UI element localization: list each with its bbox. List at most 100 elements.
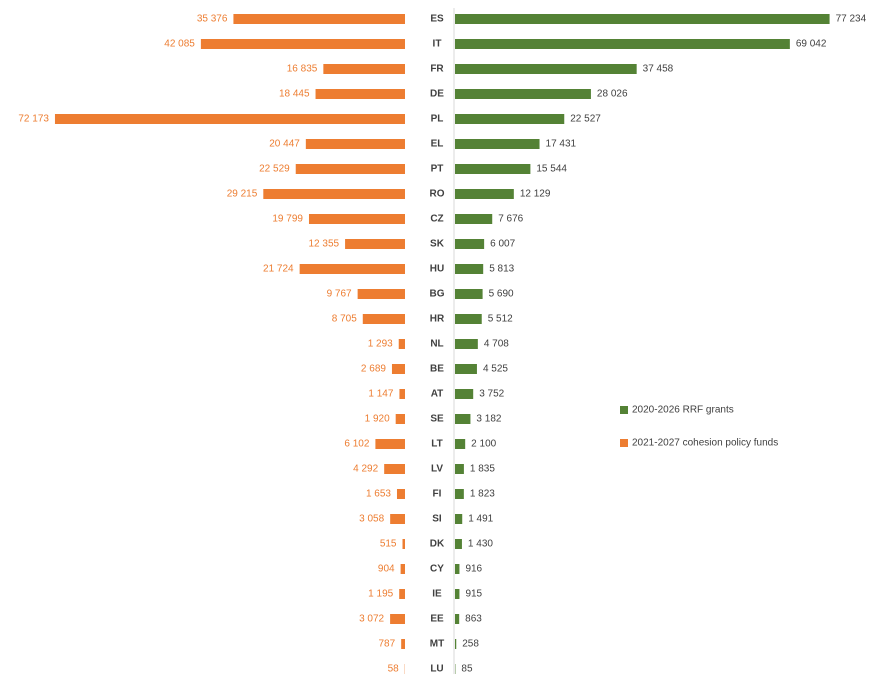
category-label: MT (430, 639, 444, 650)
bar (233, 14, 405, 24)
category-label: SK (430, 239, 445, 250)
category-label: CY (430, 564, 444, 575)
category-label: FR (430, 64, 444, 75)
category-label: SE (430, 414, 444, 425)
value-label: 4 525 (483, 364, 508, 375)
category-label: ES (430, 14, 444, 25)
bar (455, 514, 463, 524)
bar (400, 564, 405, 574)
category-label: IT (433, 39, 442, 50)
value-label: 29 215 (227, 189, 258, 200)
value-label: 915 (465, 589, 482, 600)
category-label: AT (431, 389, 444, 400)
value-label: 1 147 (368, 389, 393, 400)
legend-label: 2021-2027 cohesion policy funds (632, 438, 778, 449)
category-label: BG (430, 289, 445, 300)
value-label: 1 430 (468, 539, 493, 550)
bar (455, 539, 462, 549)
value-label: 72 173 (18, 114, 49, 125)
bar (455, 639, 457, 649)
value-label: 7 676 (498, 214, 523, 225)
bar (399, 589, 405, 599)
value-label: 5 690 (489, 289, 514, 300)
value-label: 3 752 (479, 389, 504, 400)
bar (323, 64, 405, 74)
bar (308, 214, 405, 224)
legend-swatch (620, 406, 628, 414)
value-label: 2 100 (471, 439, 496, 450)
value-label: 3 182 (476, 414, 501, 425)
bar (398, 339, 405, 349)
category-label: BE (430, 364, 444, 375)
bar (396, 489, 405, 499)
category-label: RO (430, 189, 445, 200)
value-label: 5 813 (489, 264, 514, 275)
category-label: DK (430, 539, 445, 550)
category-label: LU (430, 664, 443, 674)
bar (391, 364, 405, 374)
value-label: 12 355 (308, 239, 339, 250)
value-label: 20 447 (269, 139, 300, 150)
bar (455, 489, 464, 499)
value-label: 17 431 (546, 139, 577, 150)
bar (455, 264, 484, 274)
bar (390, 514, 405, 524)
bar (455, 289, 483, 299)
value-label: 77 234 (836, 14, 867, 25)
bar (295, 164, 405, 174)
category-label: IE (432, 589, 442, 600)
value-label: 1 835 (470, 464, 495, 475)
value-label: 1 823 (470, 489, 495, 500)
value-label: 18 445 (279, 89, 310, 100)
value-label: 1 293 (368, 339, 393, 350)
value-label: 15 544 (536, 164, 567, 175)
bar (401, 639, 405, 649)
value-label: 58 (388, 664, 400, 674)
value-label: 916 (465, 564, 482, 575)
category-label: CZ (430, 214, 443, 225)
bar (362, 314, 405, 324)
bar (455, 114, 565, 124)
bar (390, 614, 405, 624)
bar (402, 539, 405, 549)
value-label: 5 512 (488, 314, 513, 325)
value-label: 12 129 (520, 189, 551, 200)
bar (54, 114, 406, 124)
bar (395, 414, 405, 424)
bar (375, 439, 405, 449)
category-label: PL (431, 114, 444, 125)
bar (455, 589, 460, 599)
bar (299, 264, 405, 274)
value-label: 515 (380, 539, 397, 550)
value-label: 6 007 (490, 239, 515, 250)
bar (455, 439, 466, 449)
category-label: HU (430, 264, 444, 275)
category-label: LV (431, 464, 443, 475)
value-label: 22 529 (259, 164, 290, 175)
legend-label: 2020-2026 RRF grants (632, 405, 734, 416)
bar (200, 39, 405, 49)
bar (455, 364, 477, 374)
bar (455, 14, 830, 24)
value-label: 9 767 (327, 289, 352, 300)
bar (263, 189, 405, 199)
bar (455, 389, 474, 399)
bar (455, 64, 637, 74)
category-label: LT (431, 439, 442, 450)
value-label: 28 026 (597, 89, 628, 100)
value-label: 8 705 (332, 314, 357, 325)
bar (455, 314, 482, 324)
value-label: 69 042 (796, 39, 827, 50)
value-label: 42 085 (164, 39, 195, 50)
bar (455, 614, 460, 624)
value-label: 21 724 (263, 264, 294, 275)
bar (455, 39, 790, 49)
legend-swatch (620, 439, 628, 447)
bar (305, 139, 405, 149)
value-label: 19 799 (272, 214, 303, 225)
bar (455, 214, 493, 224)
bar (455, 414, 471, 424)
category-label: PT (431, 164, 444, 175)
bar (345, 239, 405, 249)
